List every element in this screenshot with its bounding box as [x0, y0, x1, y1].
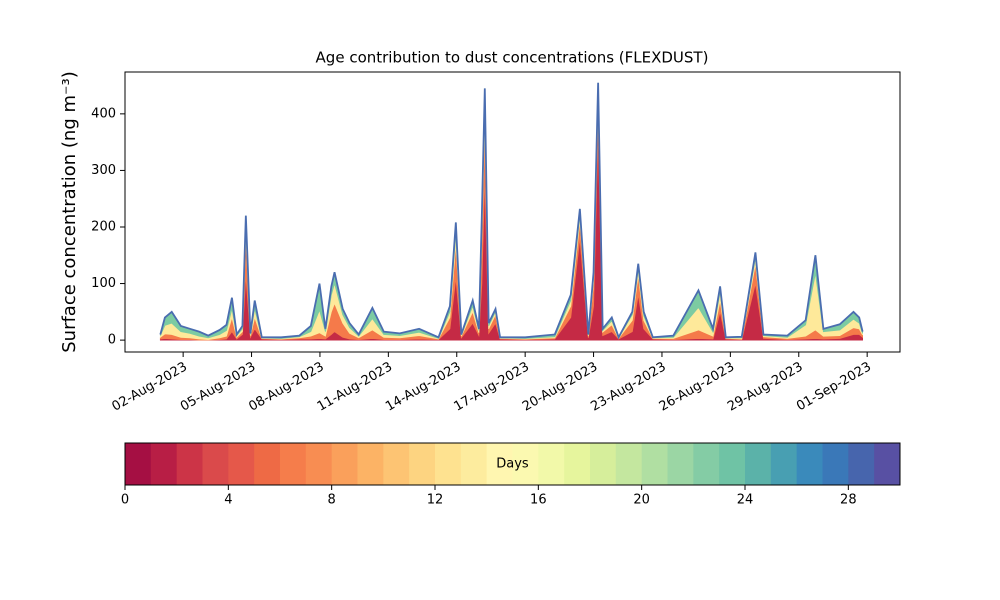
y-tick-label: 200 — [91, 219, 116, 234]
colorbar-tick-label: 16 — [530, 493, 547, 508]
x-tick-label: 08-Aug-2023 — [246, 360, 326, 415]
colorbar-cell — [745, 443, 772, 485]
plot-frame — [124, 71, 901, 353]
x-tick-label: 14-Aug-2023 — [383, 360, 463, 415]
area — [159, 130, 864, 341]
colorbar-frame — [124, 442, 901, 486]
colorbar-cell — [641, 443, 668, 485]
colorbar-cell — [874, 443, 901, 485]
colorbar-cell — [538, 443, 565, 485]
colorbar-tick-label: 12 — [427, 493, 444, 508]
y-tick-label: 100 — [91, 276, 116, 291]
x-tick-label: 29-Aug-2023 — [725, 360, 805, 415]
x-tick-label: 05-Aug-2023 — [178, 360, 258, 415]
x-tick-label: 26-Aug-2023 — [657, 360, 737, 415]
colorbar-cell — [228, 443, 255, 485]
y-tick-label: 0 — [108, 333, 116, 348]
colorbar-tick-label: 4 — [224, 493, 232, 508]
colorbar-cell — [486, 443, 513, 485]
colorbar-cell — [435, 443, 462, 485]
colorbar-tick-label: 8 — [328, 493, 336, 508]
x-tick-label: 01-Sep-2023 — [794, 360, 874, 415]
colorbar-cell — [848, 443, 875, 485]
colorbar-label: Days — [496, 457, 529, 472]
colorbar-cell — [254, 443, 281, 485]
x-tick-label: 02-Aug-2023 — [110, 360, 190, 415]
y-axis-label: Surface concentration (ng m⁻³) — [59, 71, 80, 353]
x-tick-label: 20-Aug-2023 — [520, 360, 600, 415]
x-tick-label: 17-Aug-2023 — [452, 360, 532, 415]
colorbar-cell — [202, 443, 229, 485]
colorbar-cell — [331, 443, 358, 485]
colorbar-cell — [822, 443, 849, 485]
colorbar-tick-label: 24 — [737, 493, 754, 508]
outline — [159, 82, 864, 340]
colorbar-cell — [460, 443, 488, 485]
x-tick-label: 11-Aug-2023 — [315, 360, 395, 415]
colorbar-cell — [770, 443, 798, 485]
colorbar-tick-label: 0 — [121, 493, 129, 508]
colorbar-cell — [409, 443, 436, 485]
colorbar-cell — [512, 443, 539, 485]
colorbar-cell — [383, 443, 410, 485]
colorbar-cell — [280, 443, 307, 485]
colorbar-cell — [693, 443, 720, 485]
chart-title: Age contribution to dust concentrations … — [316, 49, 709, 67]
colorbar-cell — [357, 443, 384, 485]
colorbar-cell — [590, 443, 617, 485]
colorbar-tick-label: 20 — [633, 493, 650, 508]
colorbar-cell — [564, 443, 591, 485]
x-tick-label: 23-Aug-2023 — [588, 360, 668, 415]
colorbar-cell — [150, 443, 178, 485]
colorbar-cell — [125, 443, 152, 485]
colorbar-cell — [305, 443, 333, 485]
colorbar-cell — [615, 443, 643, 485]
colorbar-cell — [176, 443, 203, 485]
y-tick-label: 400 — [91, 106, 116, 121]
colorbar-cell — [796, 443, 823, 485]
y-tick-label: 300 — [91, 163, 116, 178]
colorbar-cell — [667, 443, 694, 485]
colorbar-cell — [719, 443, 746, 485]
colorbar-tick-label: 28 — [840, 493, 857, 508]
